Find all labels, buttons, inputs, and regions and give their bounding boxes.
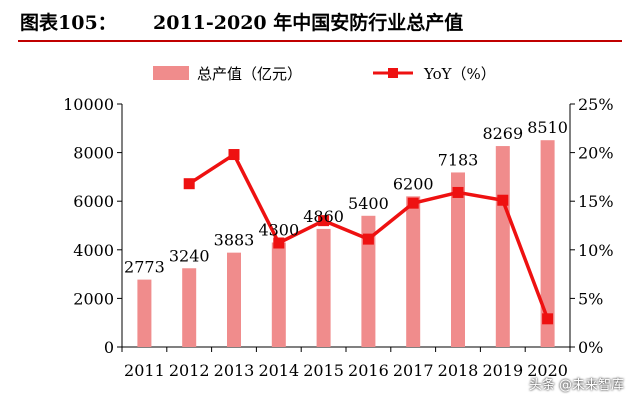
legend-line-label: YoY（%）: [423, 65, 496, 83]
y-right-tick-label: 25%: [578, 95, 614, 114]
y-left-tick-label: 0: [104, 338, 114, 357]
x-tick-label: 2011: [124, 361, 165, 380]
x-tick-label: 2015: [303, 361, 344, 380]
yoy-marker: [407, 197, 419, 209]
yoy-marker: [228, 149, 240, 161]
bar: [361, 215, 376, 347]
bar: [540, 140, 555, 347]
bar-data-label: 4300: [258, 221, 299, 240]
bar-data-label: 6200: [393, 174, 434, 193]
yoy-marker: [318, 215, 330, 227]
bar: [495, 146, 510, 347]
figure-header: 图表105： 2011-2020 年中国安防行业总产值: [0, 0, 640, 40]
bar: [316, 228, 331, 347]
x-tick-label: 2018: [438, 361, 479, 380]
bar-data-label: 8510: [527, 118, 568, 137]
figure-label: 图表105：: [20, 12, 117, 34]
yoy-marker: [362, 233, 374, 245]
bar: [451, 172, 465, 347]
y-left-tick-label: 8000: [73, 144, 114, 163]
bar-data-label: 7183: [438, 150, 479, 169]
x-tick-label: 2019: [482, 361, 523, 380]
bar-data-label: 3240: [169, 246, 210, 265]
bar-data-label: 8269: [482, 124, 523, 143]
bar-data-label: 4860: [303, 207, 344, 226]
x-tick-label: 2020: [527, 361, 568, 380]
yoy-marker: [273, 237, 285, 249]
bar: [137, 279, 152, 347]
title-rule: [18, 40, 622, 42]
legend-bar-label: 总产值（亿元）: [197, 65, 302, 83]
bar-data-label: 3883: [214, 231, 255, 250]
y-left-tick-label: 4000: [73, 241, 114, 260]
y-left-tick-label: 6000: [73, 192, 114, 211]
y-left-tick-label: 2000: [73, 289, 114, 308]
x-tick-label: 2016: [348, 361, 389, 380]
bar: [271, 242, 286, 347]
y-right-tick-label: 0%: [578, 338, 603, 357]
x-tick-label: 2017: [393, 361, 434, 380]
bar: [227, 252, 241, 347]
x-tick-label: 2014: [258, 361, 299, 380]
watermark: 头条 @未来智库: [528, 378, 624, 393]
figure-title: 2011-2020 年中国安防行业总产值: [153, 12, 464, 34]
legend-line-marker: [388, 68, 398, 78]
y-left-tick-label: 10000: [63, 95, 114, 114]
bar: [406, 196, 421, 347]
legend-bar-swatch: [153, 66, 189, 80]
yoy-marker: [497, 194, 509, 206]
bar-data-label: 2773: [124, 258, 165, 277]
x-tick-label: 2012: [169, 361, 210, 380]
y-right-tick-label: 15%: [578, 192, 614, 211]
yoy-marker: [542, 313, 554, 325]
y-right-tick-label: 5%: [578, 289, 603, 308]
x-tick-label: 2013: [214, 361, 255, 380]
yoy-marker: [183, 178, 195, 190]
y-right-tick-label: 10%: [578, 241, 614, 260]
bar-data-label: 5400: [348, 194, 389, 213]
y-right-tick-label: 20%: [578, 144, 614, 163]
yoy-marker: [452, 186, 464, 198]
bar: [182, 268, 197, 347]
